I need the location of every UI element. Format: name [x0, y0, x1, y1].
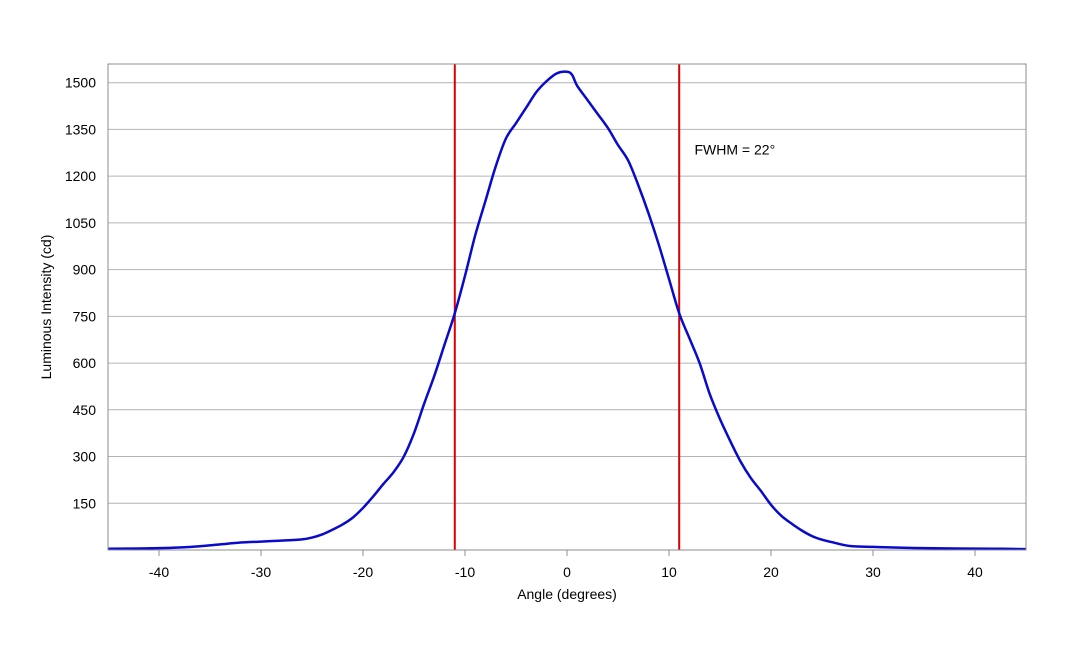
plot-frame: [107, 63, 1027, 551]
x-tick-label: -10: [455, 564, 475, 580]
y-axis-title: Luminous Intensity (cd): [38, 235, 54, 380]
y-tick-label: 900: [73, 262, 97, 278]
y-axis-ticks: 150 300 450 600 750 900 1050 1200 1350 1500: [65, 75, 96, 512]
x-tick-label: -20: [353, 564, 373, 580]
x-tick-label: -40: [149, 564, 169, 580]
x-tick-label: 40: [967, 564, 983, 580]
y-tick-label: 1050: [65, 215, 96, 231]
fwhm-markers: [453, 64, 681, 550]
y-tick-label: 600: [73, 355, 97, 371]
x-axis-ticks: -40 -30 -20 -10 0 10 20 30 40: [149, 550, 983, 580]
x-tick-label: 30: [865, 564, 881, 580]
fwhm-annotation: FWHM = 22°: [695, 141, 776, 157]
annotations: FWHM = 22°: [695, 141, 776, 157]
y-tick-label: 1500: [65, 75, 96, 91]
y-tick-label: 300: [73, 449, 97, 465]
x-tick-label: -30: [251, 564, 271, 580]
y-tick-label: 1350: [65, 121, 96, 137]
x-axis-title: Angle (degrees): [517, 586, 617, 602]
grid: [108, 82, 1026, 504]
series-layer: [107, 70, 1027, 551]
y-tick-label: 1200: [65, 168, 96, 184]
y-tick-label: 150: [73, 495, 97, 511]
x-tick-label: 0: [563, 564, 571, 580]
y-tick-label: 750: [73, 308, 97, 324]
y-tick-label: 450: [73, 402, 97, 418]
x-tick-label: 10: [661, 564, 677, 580]
x-tick-label: 20: [763, 564, 779, 580]
intensity-curve: [107, 70, 1027, 551]
